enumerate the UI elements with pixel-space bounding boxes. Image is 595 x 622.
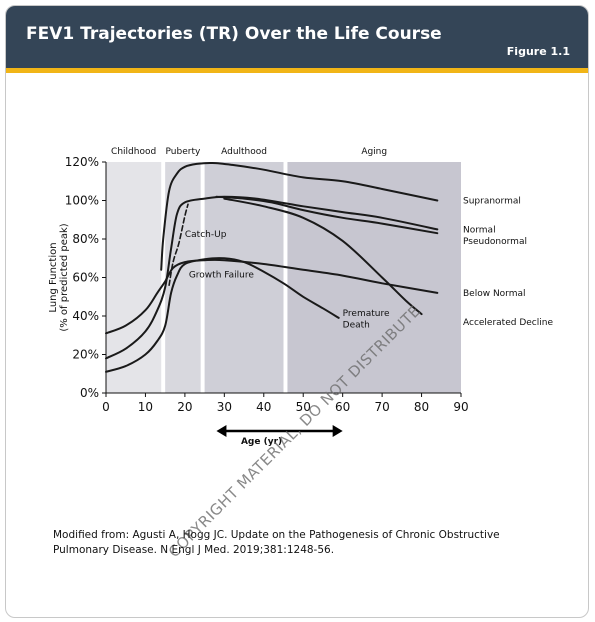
series-label-normal: Normal bbox=[463, 225, 496, 235]
phase-label-adulthood: Adulthood bbox=[221, 147, 267, 157]
x-tick-label: 30 bbox=[217, 400, 232, 414]
y-tick-label: 0% bbox=[80, 386, 99, 400]
series-line-accelerated-decline bbox=[223, 197, 423, 316]
series-line-normal bbox=[105, 195, 439, 360]
figure-card: FEV1 Trajectories (TR) Over the Life Cou… bbox=[5, 5, 589, 618]
x-axis-label: Age (yr) bbox=[241, 437, 282, 447]
phase-label-puberty: Puberty bbox=[166, 147, 201, 157]
x-tick-label: 20 bbox=[177, 400, 192, 414]
age-arrow-left-head bbox=[216, 425, 227, 437]
series-label-pseudonormal: Pseudonormal bbox=[463, 237, 527, 247]
annotation-catch-up: Catch-Up bbox=[185, 230, 227, 240]
annotation-premature: Premature bbox=[343, 309, 390, 319]
x-tick-label: 40 bbox=[256, 400, 271, 414]
x-tick-label: 70 bbox=[374, 400, 389, 414]
figure-number: Figure 1.1 bbox=[506, 45, 570, 58]
y-axis-label: Lung Function(% of predicted peak) bbox=[48, 223, 70, 331]
figure-title: FEV1 Trajectories (TR) Over the Life Cou… bbox=[26, 24, 442, 44]
y-tick-label: 80% bbox=[72, 232, 99, 246]
x-tick-label: 50 bbox=[296, 400, 311, 414]
header-accent-rule bbox=[6, 68, 588, 73]
age-arrow-right-head bbox=[332, 425, 343, 437]
figure-caption: Modified from: Agusti A, Hogg JC. Update… bbox=[53, 529, 500, 556]
series-label-supranormal: Supranormal bbox=[463, 197, 521, 207]
y-tick-label: 100% bbox=[65, 194, 99, 208]
y-tick-label: 40% bbox=[72, 309, 99, 323]
annotation-growth-failure: Growth Failure bbox=[189, 271, 255, 281]
phase-band-childhood bbox=[106, 162, 162, 393]
y-tick-label: 60% bbox=[72, 271, 99, 285]
phase-label-aging: Aging bbox=[361, 147, 387, 157]
x-tick-label: 0 bbox=[102, 400, 110, 414]
series-label-accelerated-decline: Accelerated Decline bbox=[463, 318, 553, 328]
series-label-below-normal: Below Normal bbox=[463, 289, 526, 299]
annotation-death: Death bbox=[343, 321, 370, 331]
series-line-catch-up bbox=[168, 203, 189, 286]
y-tick-label: 20% bbox=[72, 348, 99, 362]
phase-band-aging bbox=[287, 162, 461, 393]
series-line-supranormal bbox=[160, 161, 439, 271]
x-tick-label: 90 bbox=[453, 400, 468, 414]
x-tick-label: 60 bbox=[335, 400, 350, 414]
y-tick-label: 120% bbox=[65, 155, 99, 169]
x-tick-label: 80 bbox=[414, 400, 429, 414]
phase-label-childhood: Childhood bbox=[111, 147, 156, 157]
series-line-premature-death bbox=[105, 257, 340, 373]
figure-header: FEV1 Trajectories (TR) Over the Life Cou… bbox=[6, 6, 588, 68]
series-line-pseudonormal bbox=[215, 195, 439, 235]
x-tick-label: 10 bbox=[138, 400, 153, 414]
